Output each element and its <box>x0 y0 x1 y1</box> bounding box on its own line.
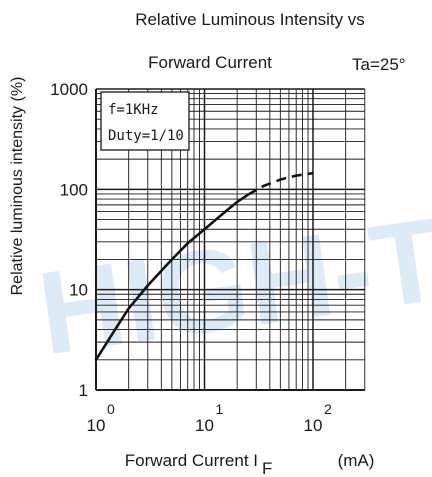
watermark: HIGH-T <box>31 193 432 380</box>
x-tick-label-exponent: 1 <box>216 401 224 417</box>
legend-line1: f=1KHz <box>108 102 159 118</box>
y-tick-label: 1000 <box>50 80 88 99</box>
x-tick-label-base: 10 <box>87 416 106 435</box>
legend-line2: Duty=1/10 <box>108 128 184 144</box>
chart-title-line1: Relative Luminous Intensity vs <box>135 10 365 29</box>
x-axis-label-unit: (mA) <box>338 451 375 470</box>
y-tick-label: 100 <box>60 180 88 199</box>
watermark-text: HIGH-T <box>31 193 432 380</box>
series-line-solid <box>94 193 249 362</box>
y-axis-label: Relative luminous intensity (%) <box>9 77 26 296</box>
x-axis-label-prefix: Forward Current I <box>125 451 258 470</box>
x-tick-label-base: 10 <box>195 416 214 435</box>
x-tick-label-exponent: 2 <box>324 401 332 417</box>
legend-frame <box>100 91 190 151</box>
x-axis-label: Forward Current I F (mA) <box>125 451 375 477</box>
series-line-dashed <box>247 171 314 197</box>
chart-condition: Ta=25° <box>352 55 406 74</box>
series-lines <box>94 171 314 362</box>
x-tick-label-base: 10 <box>304 416 323 435</box>
y-tick-label: 1 <box>79 381 88 400</box>
y-tick-label: 10 <box>69 281 88 300</box>
x-axis-label-subscript: F <box>262 459 272 477</box>
legend-box: f=1KHz Duty=1/10 <box>100 91 190 151</box>
x-tick-label-exponent: 0 <box>107 401 115 417</box>
chart-title-line2: Forward Current <box>148 53 272 72</box>
